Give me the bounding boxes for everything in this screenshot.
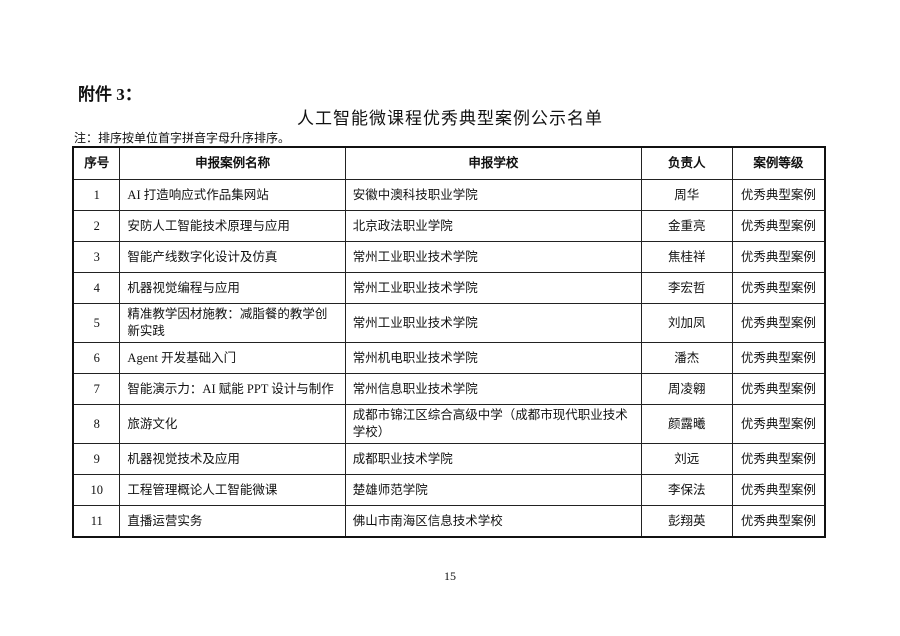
cell-index: 10: [72, 474, 121, 506]
cell-level: 优秀典型案例: [731, 210, 826, 242]
cell-owner: 刘远: [640, 443, 733, 475]
case-list-table: 序号 申报案例名称 申报学校 负责人 案例等级 1 AI 打造响应式作品集网站 安徽中澳科技…: [72, 146, 826, 538]
header-index: 序号: [72, 146, 121, 180]
cell-owner: 周凌翱: [640, 373, 733, 405]
cell-case-name: 直播运营实务: [119, 505, 346, 538]
cell-index: 1: [72, 179, 121, 211]
cell-case-name: 安防人工智能技术原理与应用: [119, 210, 346, 242]
cell-level: 优秀典型案例: [731, 272, 826, 304]
cell-owner: 周华: [640, 179, 733, 211]
cell-level: 优秀典型案例: [731, 373, 826, 405]
cell-index: 9: [72, 443, 121, 475]
page-number: 15: [444, 569, 456, 583]
cell-owner: 李保法: [640, 474, 733, 506]
cell-case-name: Agent 开发基础入门: [119, 342, 346, 374]
cell-index: 4: [72, 272, 121, 304]
cell-index: 7: [72, 373, 121, 405]
cell-school: 楚雄师范学院: [344, 474, 642, 506]
cell-index: 2: [72, 210, 121, 242]
cell-school: 安徽中澳科技职业学院: [344, 179, 642, 211]
cell-school: 常州信息职业技术学院: [344, 373, 642, 405]
cell-owner: 金重亮: [640, 210, 733, 242]
cell-case-name: AI 打造响应式作品集网站: [119, 179, 346, 211]
cell-level: 优秀典型案例: [731, 303, 826, 343]
cell-index: 6: [72, 342, 121, 374]
cell-case-name: 机器视觉编程与应用: [119, 272, 346, 304]
table-header-row: 序号 申报案例名称 申报学校 负责人 案例等级: [72, 146, 826, 180]
cell-case-name: 精准教学因材施教：减脂餐的教学创新实践: [119, 303, 346, 343]
cell-owner: 刘加凤: [640, 303, 733, 343]
header-case-name: 申报案例名称: [119, 146, 346, 180]
cell-case-name: 工程管理概论人工智能微课: [119, 474, 346, 506]
header-owner: 负责人: [640, 146, 733, 180]
cell-owner: 颜露曦: [640, 404, 733, 444]
table-row: 7 智能演示力：AI 赋能 PPT 设计与制作 常州信息职业技术学院 周凌翱 优秀典型案…: [72, 373, 826, 405]
cell-school: 常州机电职业技术学院: [344, 342, 642, 374]
cell-owner: 潘杰: [640, 342, 733, 374]
cell-owner: 李宏哲: [640, 272, 733, 304]
table-row: 3 智能产线数字化设计及仿真 常州工业职业技术学院 焦桂祥 优秀典型案例: [72, 241, 826, 273]
table-row: 9 机器视觉技术及应用 成都职业技术学院 刘远 优秀典型案例: [72, 443, 826, 475]
cell-index: 5: [72, 303, 121, 343]
cell-index: 8: [72, 404, 121, 444]
attachment-label: 附件 3：: [78, 85, 142, 104]
table-row: 2 安防人工智能技术原理与应用 北京政法职业学院 金重亮 优秀典型案例: [72, 210, 826, 242]
cell-school: 常州工业职业技术学院: [344, 272, 642, 304]
cell-case-name: 机器视觉技术及应用: [119, 443, 346, 475]
cell-index: 11: [72, 505, 121, 538]
cell-school: 常州工业职业技术学院: [344, 241, 642, 273]
cell-level: 优秀典型案例: [731, 474, 826, 506]
cell-level: 优秀典型案例: [731, 179, 826, 211]
table-row: 5 精准教学因材施教：减脂餐的教学创新实践 常州工业职业技术学院 刘加凤 优秀典型案例: [72, 303, 826, 343]
table-row: 8 旅游文化 成都市锦江区综合高级中学（成都市现代职业技术学校） 颜露曦 优秀典型案例: [72, 404, 826, 444]
table-row: 10 工程管理概论人工智能微课 楚雄师范学院 李保法 优秀典型案例: [72, 474, 826, 506]
cell-school: 成都市锦江区综合高级中学（成都市现代职业技术学校）: [344, 404, 642, 444]
cell-case-name: 智能产线数字化设计及仿真: [119, 241, 346, 273]
cell-owner: 彭翔英: [640, 505, 733, 538]
sorting-note: 注：排序按单位首字拼音字母升序排序。: [74, 131, 291, 145]
cell-school: 佛山市南海区信息技术学校: [344, 505, 642, 538]
cell-school: 成都职业技术学院: [344, 443, 642, 475]
table-row: 4 机器视觉编程与应用 常州工业职业技术学院 李宏哲 优秀典型案例: [72, 272, 826, 304]
cell-school: 常州工业职业技术学院: [344, 303, 642, 343]
table-row: 6 Agent 开发基础入门 常州机电职业技术学院 潘杰 优秀典型案例: [72, 342, 826, 374]
cell-level: 优秀典型案例: [731, 443, 826, 475]
table-row: 11 直播运营实务 佛山市南海区信息技术学校 彭翔英 优秀典型案例: [72, 505, 826, 538]
cell-level: 优秀典型案例: [731, 342, 826, 374]
cell-school: 北京政法职业学院: [344, 210, 642, 242]
cell-level: 优秀典型案例: [731, 241, 826, 273]
cell-index: 3: [72, 241, 121, 273]
cell-level: 优秀典型案例: [731, 404, 826, 444]
cell-case-name: 智能演示力：AI 赋能 PPT 设计与制作: [119, 373, 346, 405]
document-title: 人工智能微课程优秀典型案例公示名单: [297, 109, 603, 128]
cell-level: 优秀典型案例: [731, 505, 826, 538]
header-level: 案例等级: [731, 146, 826, 180]
header-school: 申报学校: [344, 146, 642, 180]
cell-owner: 焦桂祥: [640, 241, 733, 273]
cell-case-name: 旅游文化: [119, 404, 346, 444]
table-row: 1 AI 打造响应式作品集网站 安徽中澳科技职业学院 周华 优秀典型案例: [72, 179, 826, 211]
